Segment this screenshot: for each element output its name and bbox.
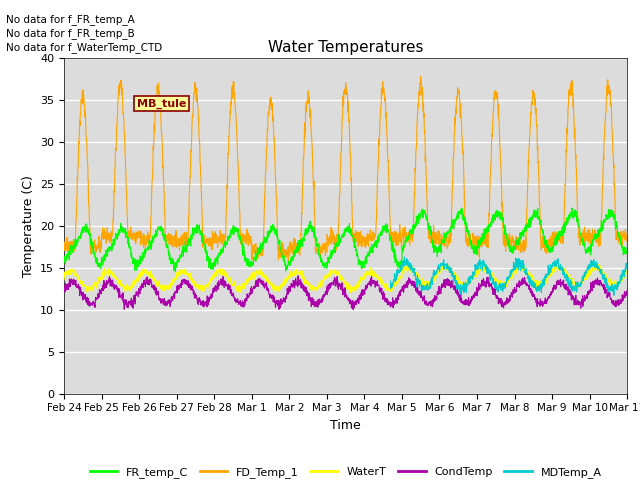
Text: No data for f_FR_temp_A: No data for f_FR_temp_A xyxy=(6,13,135,24)
Text: MB_tule: MB_tule xyxy=(137,98,187,108)
Legend: FR_temp_C, FD_Temp_1, WaterT, CondTemp, MDTemp_A: FR_temp_C, FD_Temp_1, WaterT, CondTemp, … xyxy=(85,462,606,480)
Title: Water Temperatures: Water Temperatures xyxy=(268,40,423,55)
X-axis label: Time: Time xyxy=(330,419,361,432)
Text: No data for f_FR_temp_B: No data for f_FR_temp_B xyxy=(6,28,135,39)
Text: No data for f_WaterTemp_CTD: No data for f_WaterTemp_CTD xyxy=(6,42,163,53)
Y-axis label: Temperature (C): Temperature (C) xyxy=(22,175,35,276)
